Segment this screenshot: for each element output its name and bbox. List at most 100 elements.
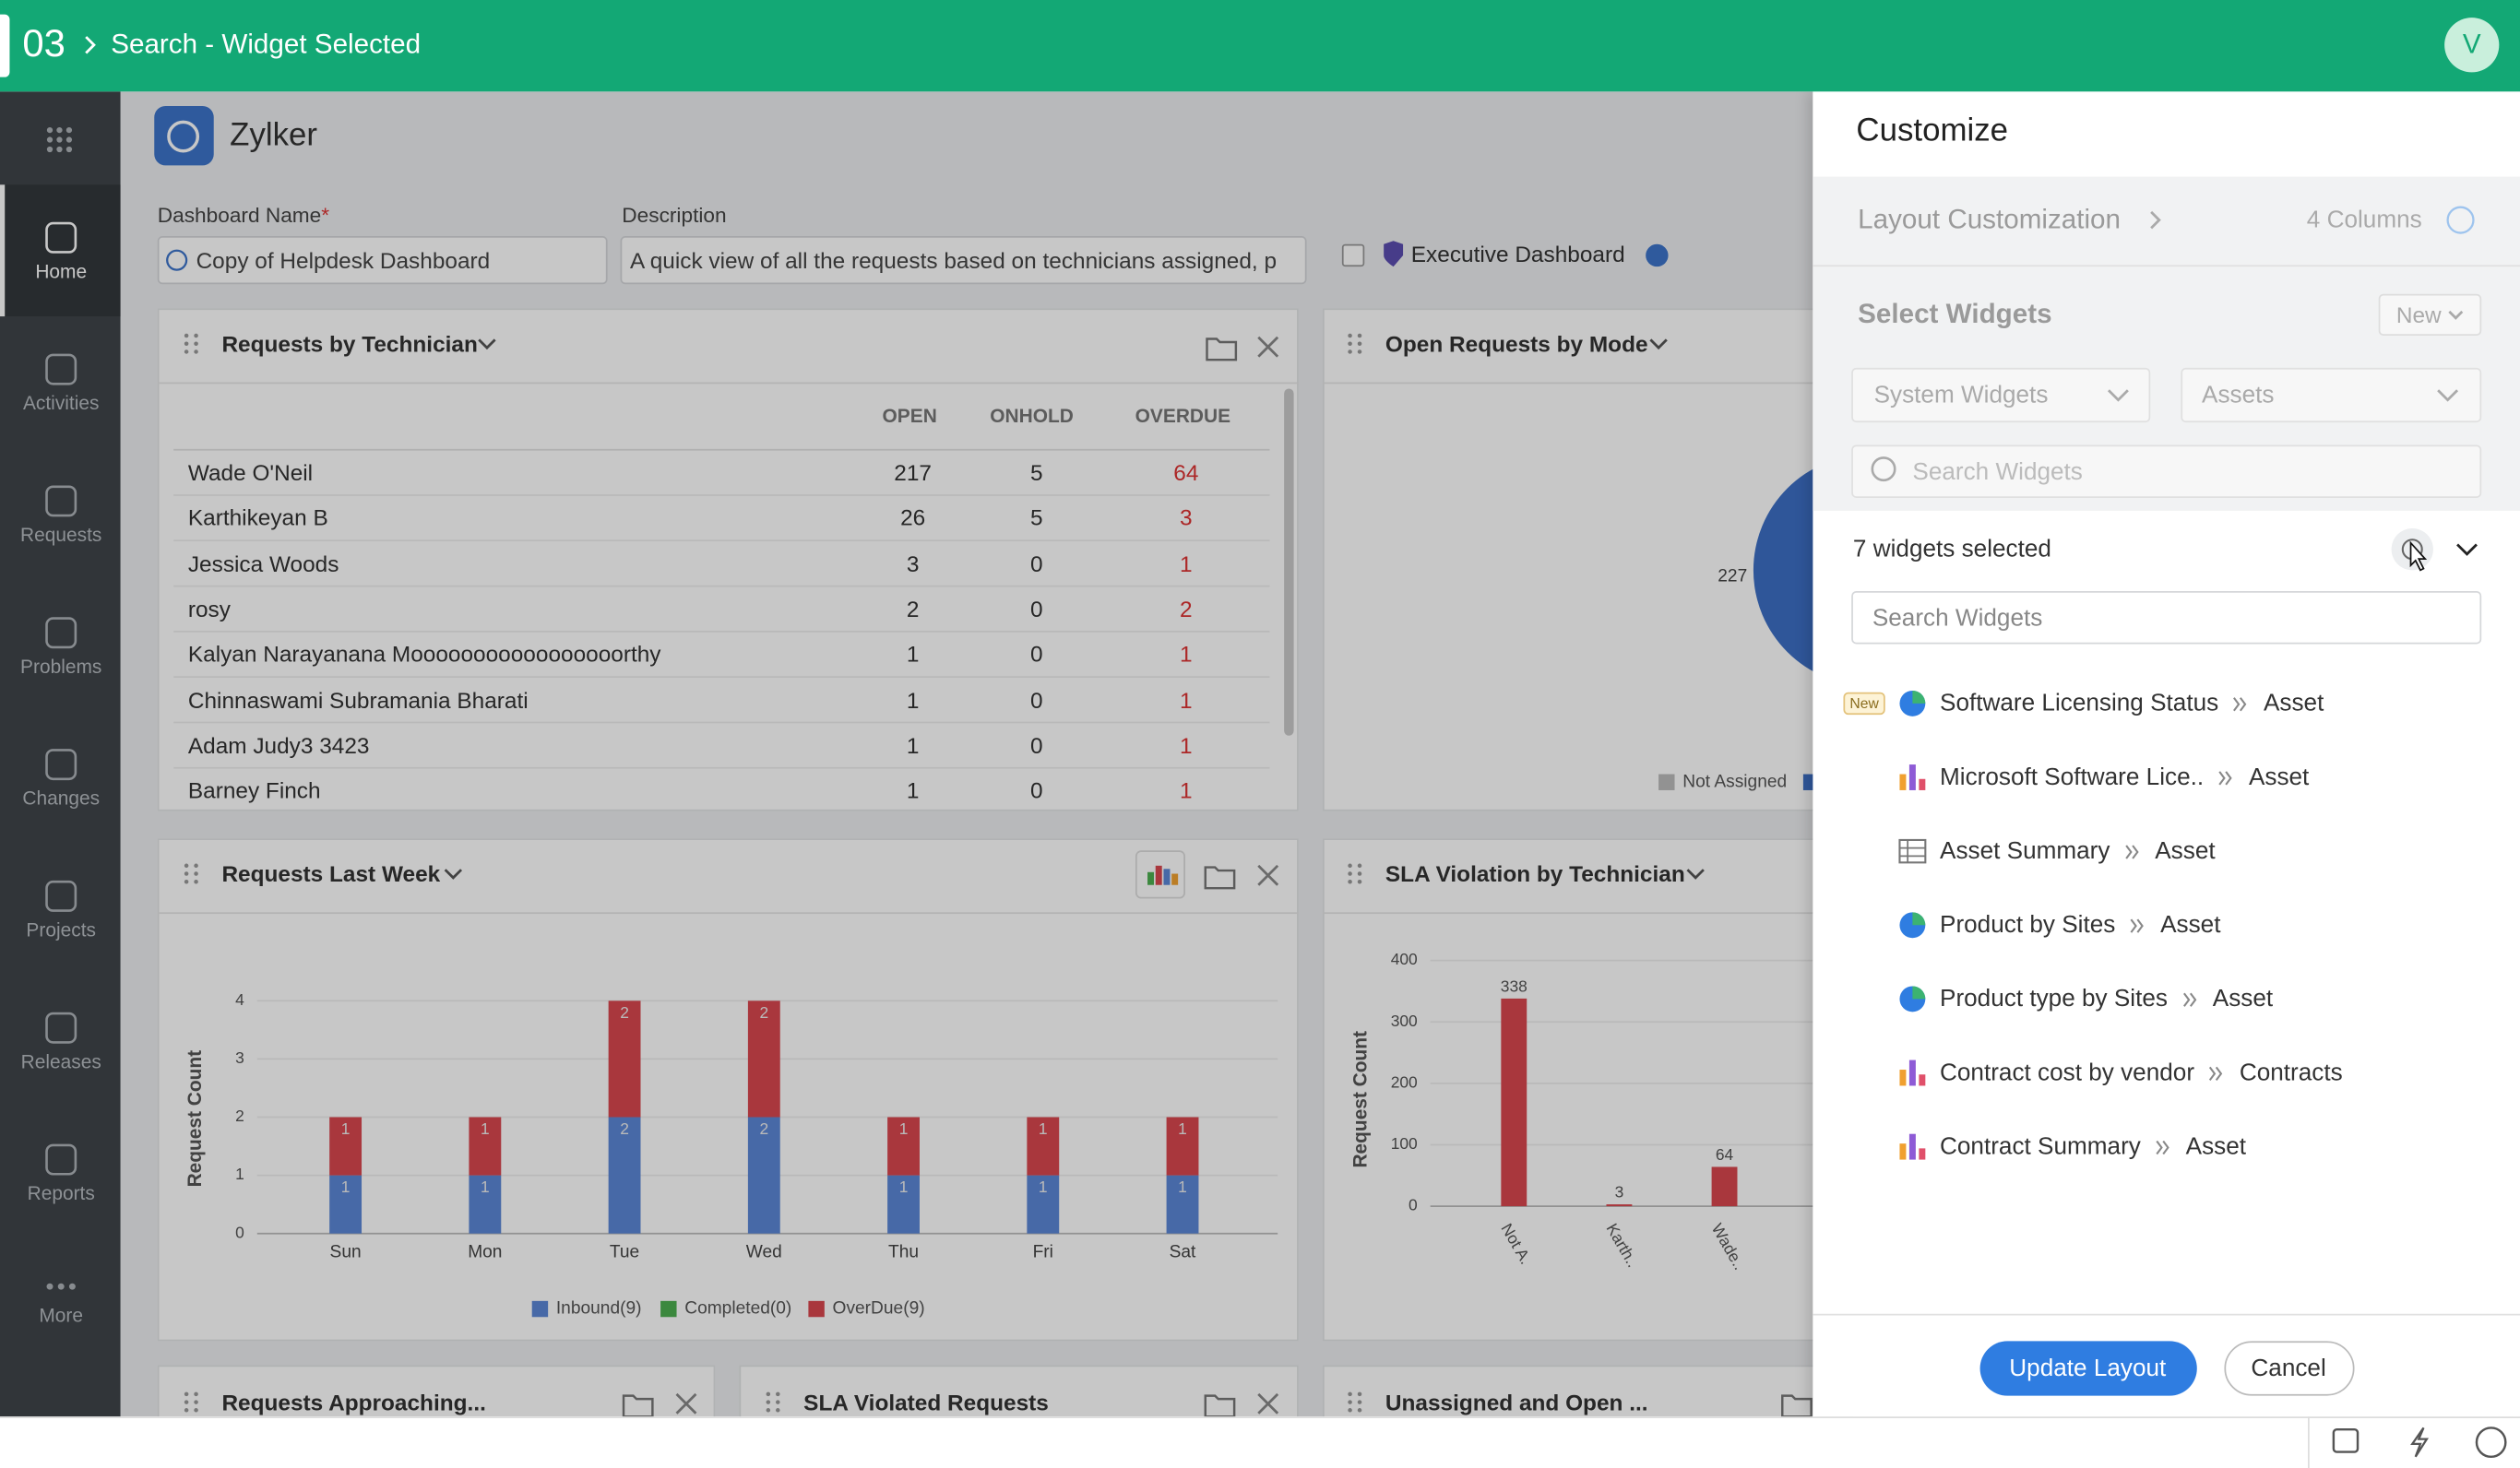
card-divider [157,382,1299,385]
nav-label[interactable]: Projects [26,918,96,941]
new-button[interactable] [2378,293,2482,337]
count-cell: 0 [1030,596,1043,622]
description-input [620,236,1307,285]
technician-name: Kalyan Narayanana Mooooooooooooooooorthy [187,641,661,668]
widget-card [157,838,1299,1342]
widget-card [157,308,1299,811]
status-bar [0,1416,2520,1468]
column-header: OPEN [882,404,937,428]
separator-icon [2209,1065,2223,1081]
column-header: ONHOLD [990,404,1074,428]
widget-item[interactable]: Product type by Sites Asset [1940,986,2273,1013]
widget-name: Asset Summary [1940,837,2110,865]
count-cell: 0 [1030,686,1043,713]
nav-label[interactable]: Requests [20,523,102,547]
card-divider [157,912,1299,915]
widget-name: Microsoft Software Lice.. [1940,764,2205,791]
widget-category: Asset [2160,911,2221,940]
separator-icon [2130,918,2145,932]
count-cell: 1 [1180,686,1193,713]
card-divider [1322,912,1853,915]
technician-name: rosy [187,596,231,622]
technician-name: Barney Finch [187,777,321,804]
header [0,0,2520,92]
widget-title: Open Requests by Mode [1385,330,1648,357]
scrollbar [1284,388,1294,736]
name-input [157,236,608,285]
count-cell: 1 [1180,550,1193,576]
separator-icon [2233,696,2248,711]
widget-category: Contracts [2239,1059,2343,1087]
separator-icon [2209,1065,2223,1081]
required-mark: * [321,203,330,228]
widget-title: Requests by Technician [221,330,478,357]
field-value: Copy of Helpdesk Dashboard [196,247,491,274]
count-cell: 0 [1030,731,1043,758]
widget-item[interactable]: Product by Sites Asset [1940,911,2220,939]
widget-card [1322,838,1853,1342]
nav-label[interactable]: Reports [27,1181,95,1205]
count-cell: 3 [906,550,920,576]
separator-icon [2130,918,2145,932]
separator-icon [2218,770,2233,785]
separator-icon [2156,1140,2169,1154]
nav-label[interactable]: Activities [22,391,100,415]
widget-item[interactable]: Microsoft Software Lice.. Asset [1940,764,2309,791]
search-input[interactable] [1851,590,2482,645]
nav-label[interactable]: Home [35,260,88,283]
count-cell: 1 [1180,777,1193,804]
app-name: Zylker [230,118,318,154]
widget-item[interactable]: Contract cost by vendor Contracts [1940,1060,2343,1087]
section-link[interactable]: Layout Customization [1858,204,2122,235]
count-cell: 1 [906,641,920,668]
field-value: A quick view of all the requests based o… [630,247,1278,274]
new-badge: New [1843,692,1885,716]
widget-item[interactable]: Software Licensing Status Asset [1940,690,2324,717]
count-cell: 1 [906,686,920,713]
dropdown-value: Assets [2202,381,2275,409]
count-cell: 1 [1180,731,1193,758]
cancel-button[interactable] [2224,1341,2355,1396]
dropdown[interactable] [1851,367,2151,423]
separator-icon [2218,770,2233,785]
dropdown-value: System Widgets [1873,381,2049,409]
technician-name: Adam Judy3 3423 [187,731,370,758]
separator-icon [2182,991,2196,1006]
card-divider [1322,382,1853,385]
count-cell: 0 [1030,777,1043,804]
widget-name: Contract cost by vendor [1940,1059,2195,1087]
separator-icon [2156,1140,2169,1154]
separator-icon [2182,991,2196,1006]
dropdown[interactable] [2181,367,2482,423]
widget-title: Requests Approaching... [221,1389,486,1415]
widget-category: Asset [2263,690,2324,717]
checkbox[interactable] [1341,243,1365,267]
footer-divider [1813,1313,2520,1316]
button-label[interactable]: Cancel [2251,1355,2326,1382]
pie-label: 227 [1718,566,1748,586]
nav-label[interactable]: Changes [22,787,101,810]
count-cell: 217 [894,459,933,486]
separator-icon [2125,844,2139,858]
nav-label[interactable]: More [39,1304,84,1327]
checkbox-label: Executive Dashboard [1410,241,1625,267]
nav-label[interactable]: Releases [20,1050,101,1073]
overlay [0,91,1813,1417]
widget-name: Software Licensing Status [1940,690,2219,717]
count-cell: 5 [1030,459,1043,486]
count-cell: 1 [906,731,920,758]
nav-label[interactable]: Problems [20,655,102,679]
count-cell: 1 [1180,641,1193,668]
widget-item[interactable]: Contract Summary Asset [1940,1133,2246,1161]
button-label[interactable]: Update Layout [2009,1355,2167,1382]
count-cell: 1 [906,777,920,804]
widget-item[interactable]: Asset Summary Asset [1940,837,2216,865]
button-label: New [2395,302,2442,328]
search-input[interactable] [1851,444,2482,498]
update-button[interactable] [1979,1341,2197,1396]
step-number: 03 [22,22,65,66]
widget-name: Product by Sites [1940,911,2116,940]
field-label: Dashboard Name* [158,203,329,227]
avatar[interactable] [2444,18,2500,73]
